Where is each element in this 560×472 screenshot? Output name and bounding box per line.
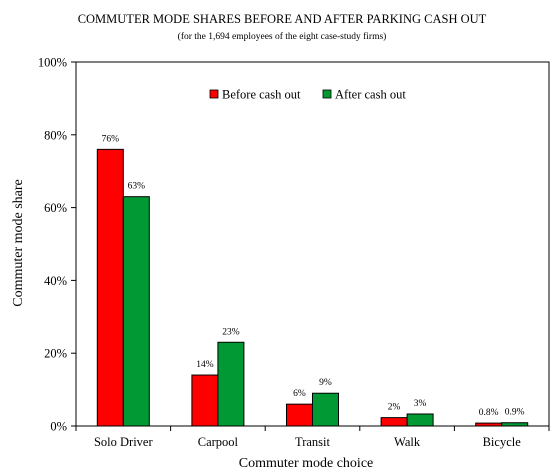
x-axis-label: Commuter mode choice	[239, 456, 374, 471]
bar-before	[191, 374, 219, 427]
legend-label: Before cash out	[222, 88, 301, 102]
category-label: Solo Driver	[94, 435, 154, 449]
chart-title: COMMUTER MODE SHARES BEFORE AND AFTER PA…	[78, 12, 487, 26]
y-tick-label: 40%	[44, 274, 67, 288]
bar-after	[406, 413, 434, 427]
data-label: 0.9%	[505, 408, 525, 418]
y-tick-label: 20%	[44, 347, 67, 361]
y-axis-label: Commuter mode share	[11, 179, 26, 307]
legend-label: After cash out	[335, 88, 406, 102]
category-label: Bicycle	[483, 435, 522, 449]
data-label: 14%	[196, 360, 214, 370]
data-label: 76%	[102, 134, 120, 144]
data-label: 0.8%	[479, 408, 499, 418]
bar-after	[217, 341, 245, 427]
data-label: 2%	[388, 403, 401, 413]
bar-after	[312, 392, 339, 427]
data-label: 3%	[414, 399, 427, 409]
y-tick-label: 80%	[44, 128, 67, 142]
y-tick-label: 100%	[38, 56, 67, 70]
y-tick-label: 60%	[44, 201, 67, 215]
data-label: 6%	[293, 389, 306, 399]
bar-before	[475, 422, 503, 427]
bar-before	[286, 403, 313, 427]
plot-area: 0% 20% 40% 60% 80% 100% 76% 63% Solo Driver 14% 23…	[38, 56, 550, 449]
category-label: Walk	[394, 435, 421, 449]
data-label: 23%	[222, 327, 240, 337]
bar-after	[122, 196, 150, 427]
chart-subtitle: (for the 1,694 employees of the eight ca…	[178, 31, 387, 42]
bar-after	[501, 422, 529, 427]
y-tick-label: 0%	[50, 420, 67, 434]
data-label: 9%	[319, 378, 332, 388]
category-label: Carpool	[198, 435, 239, 449]
bar-before	[96, 148, 124, 427]
legend-swatch	[209, 89, 219, 99]
legend-swatch	[322, 89, 332, 99]
bar-before	[380, 417, 408, 427]
category-label: Transit	[295, 435, 330, 449]
data-label: 63%	[128, 182, 146, 192]
